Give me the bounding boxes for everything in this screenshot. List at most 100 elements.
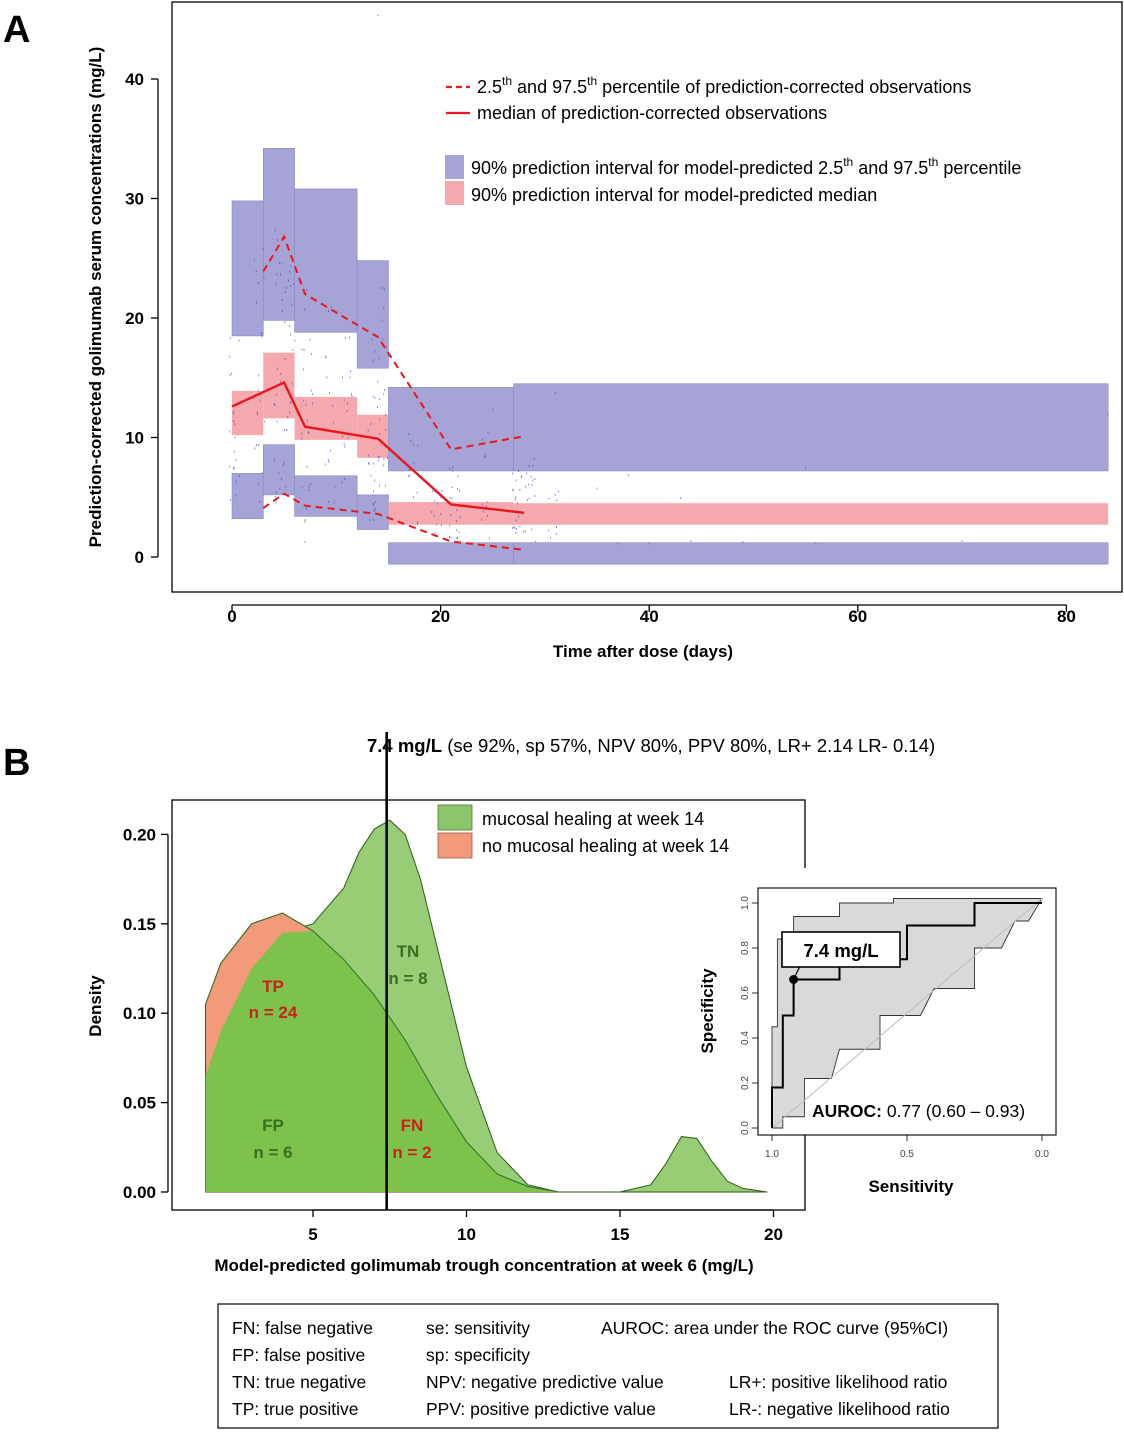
observation-point: ʿ	[555, 498, 558, 510]
observation-point: ʿ	[307, 431, 310, 443]
observation-point: ʿ	[530, 527, 533, 539]
observation-point: ʿ	[346, 401, 349, 413]
observation-point: ʿ	[377, 356, 380, 368]
observation-point: ʿ	[277, 470, 280, 482]
legend-median-band-swatch	[445, 181, 464, 205]
observation-point: ʿ	[530, 483, 533, 495]
observation-point: ʿ	[288, 269, 291, 281]
x-tick-label: 0	[227, 607, 236, 626]
observation-point: ʿ	[416, 520, 419, 532]
observation-point: ʿ	[451, 502, 454, 514]
observation-point: ʿ	[457, 529, 460, 541]
observation-point: ʿ	[553, 492, 556, 504]
observation-point: ʿ	[274, 228, 277, 240]
pi-band-upper-2	[294, 188, 358, 333]
abbreviation-entry: FP: false positive	[232, 1345, 365, 1365]
observation-point: ʿ	[529, 474, 532, 486]
abbreviation-entry: LR-: negative likelihood ratio	[729, 1399, 950, 1419]
observation-point: ʿ	[287, 278, 290, 290]
observation-point: ʿ	[234, 458, 237, 470]
observation-point: ʿ	[283, 428, 286, 440]
area-label-tn-n: n = 8	[388, 969, 427, 988]
observation-point: ʿ	[237, 338, 240, 350]
observation-point: ʿ	[387, 354, 390, 366]
observation-point: ʿ	[229, 335, 232, 347]
observation-point: ʿ	[378, 438, 381, 450]
roc-cutoff-box	[781, 931, 901, 968]
observation-point: ʿ	[527, 482, 530, 494]
observation-point: ʿ	[557, 489, 560, 501]
observation-point: ʿ	[367, 462, 370, 474]
observation-point: ʿ	[333, 308, 336, 320]
observation-point: ʿ	[276, 237, 279, 249]
observation-point: ʿ	[528, 496, 531, 508]
observation-point: ʿ	[449, 501, 452, 513]
roc-ylabel: Specificity	[698, 968, 717, 1054]
observation-point: ʿ	[259, 398, 262, 410]
observation-point: ʿ	[273, 401, 276, 413]
observation-point: ʿ	[369, 473, 372, 485]
observation-point: ʿ	[378, 397, 381, 409]
observation-point: ʿ	[412, 442, 415, 454]
y-tick-label: 0.20	[123, 825, 156, 844]
observation-point: ʿ	[258, 500, 261, 512]
abbreviations-list: FN: false negative se: sensitivity AUROC: …	[232, 1318, 950, 1419]
observation-point: ʿ	[273, 458, 276, 470]
observation-point: ʿ	[511, 487, 514, 499]
roc-x-tick-label: 0.5	[900, 1149, 914, 1160]
observation-point: ʿ	[384, 483, 387, 495]
legend-percentile-label: 2.5th and 97.5th percentile of predictio…	[477, 74, 971, 97]
observation-point: ʿ	[278, 260, 281, 272]
observation-point: ʿ	[369, 421, 372, 433]
observation-point: ʿ	[518, 524, 521, 536]
panel-a-axes: 0 20 40 60 80 0 10 20 30 40	[125, 70, 1076, 626]
area-label-tp-n: n = 24	[249, 1003, 298, 1022]
panel-b-ylabel: Density	[86, 975, 105, 1037]
observation-point: ʿ	[380, 286, 383, 298]
observation-point: ʿ	[292, 282, 295, 294]
observation-point: ʿ	[348, 375, 351, 387]
panel-b-xlabel: Model-predicted golimumab trough concent…	[214, 1256, 753, 1275]
observation-point: ʿ	[486, 514, 489, 526]
observation-point: ʿ	[383, 287, 386, 299]
observation-point: ʿ	[511, 471, 514, 483]
observation-point: ʿ	[372, 517, 375, 529]
observation-point: ʿ	[547, 528, 550, 540]
observation-point: ʿ	[228, 464, 231, 476]
observation-point: ʿ	[481, 509, 484, 521]
observation-point: ʿ	[324, 462, 327, 474]
legend-no-healing-label: no mucosal healing at week 14	[482, 836, 729, 856]
legend-no-healing-swatch	[437, 832, 473, 859]
observation-point: ʿ	[372, 489, 375, 501]
pi-band-lower-5	[513, 542, 1109, 565]
observation-point: ʿ	[305, 506, 308, 518]
observation-point: ʿ	[288, 324, 291, 336]
observation-point: ʿ	[407, 474, 410, 486]
area-label-tn: TN	[397, 942, 420, 961]
observation-point: ʿ	[233, 449, 236, 461]
observation-point: ʿ	[458, 488, 461, 500]
observation-point: ʿ	[373, 349, 376, 361]
observation-point: ʿ	[376, 379, 379, 391]
observation-point: ʿ	[278, 486, 281, 498]
observation-point: ʿ	[260, 332, 263, 344]
observation-point: ʿ	[311, 391, 314, 403]
overlap-density-area	[205, 930, 559, 1192]
observation-point: ʿ	[456, 486, 459, 498]
observation-point: ʿ	[305, 287, 308, 299]
observation-point: ʿ	[520, 474, 523, 486]
abbreviation-entry: se: sensitivity	[426, 1318, 530, 1338]
panel-a-observation-lines	[231, 234, 525, 551]
observation-point: ʿ	[449, 535, 452, 547]
observation-point: ʿ	[310, 388, 313, 400]
observation-point: ʿ	[341, 434, 344, 446]
panel-b: B 7.4 mg/L (se 92%, sp 57%, NPV 80%, PPV…	[3, 732, 1057, 1275]
observation-point: ʿ	[488, 536, 491, 548]
observation-point: ʿ	[255, 410, 258, 422]
y-tick-label: 0	[135, 548, 144, 567]
observation-point: ʿ	[282, 460, 285, 472]
abbreviation-entry: TP: true positive	[232, 1399, 358, 1419]
observation-point: ʿ	[284, 484, 287, 496]
observation-point: ʿ	[433, 489, 436, 501]
area-label-fp-n: n = 6	[253, 1143, 292, 1162]
